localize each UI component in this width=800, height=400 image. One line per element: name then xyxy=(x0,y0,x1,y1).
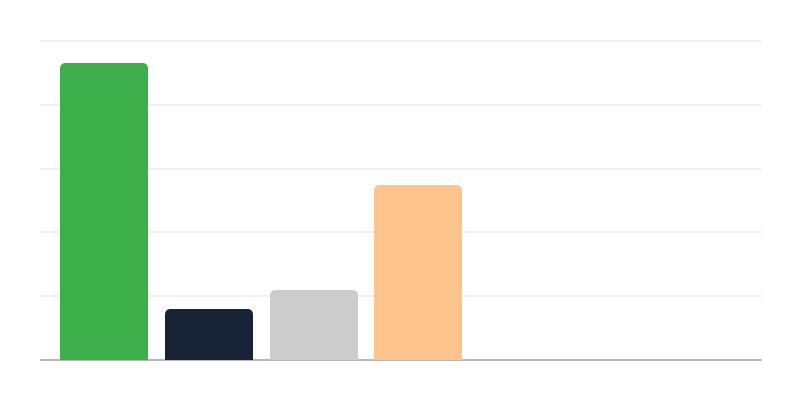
axis-baseline xyxy=(40,359,762,361)
gridline xyxy=(40,40,762,42)
gridline xyxy=(40,103,762,106)
gridline xyxy=(40,167,762,170)
bar-4 xyxy=(374,184,463,360)
bar-3 xyxy=(269,289,358,360)
bar-2 xyxy=(164,308,253,360)
bar-1 xyxy=(60,63,148,360)
